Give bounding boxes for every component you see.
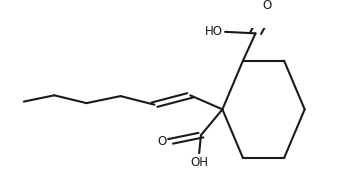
- Text: OH: OH: [190, 156, 208, 169]
- Text: O: O: [263, 0, 272, 12]
- Text: HO: HO: [205, 25, 223, 38]
- Text: O: O: [158, 135, 167, 148]
